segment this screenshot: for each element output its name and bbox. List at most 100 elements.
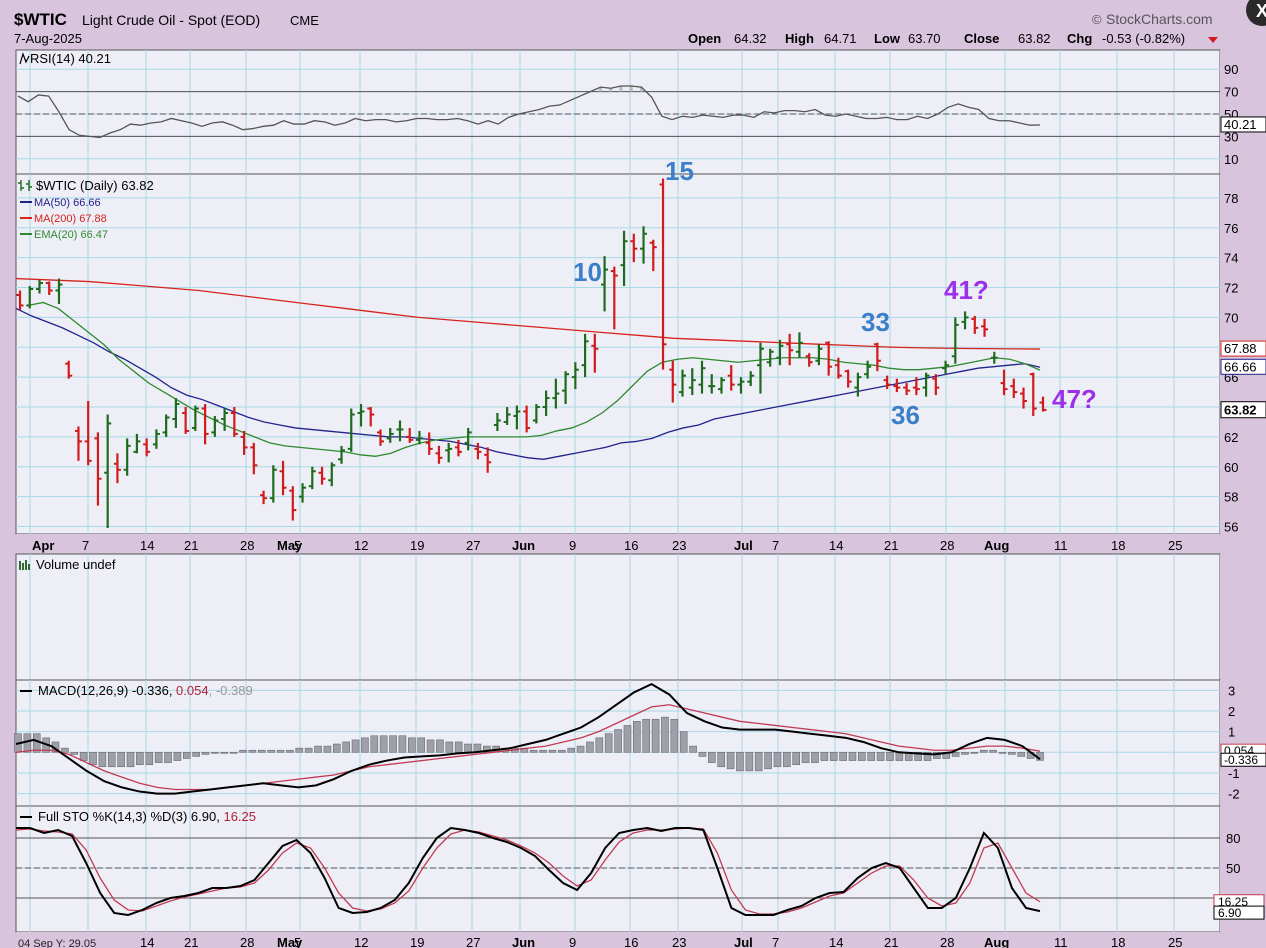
open-label: Open — [688, 31, 721, 46]
rsi-panel — [15, 49, 1221, 175]
chg-label: Chg — [1067, 31, 1092, 46]
annotation-36: 36 — [891, 400, 920, 430]
close-label: Close — [964, 31, 999, 46]
ohlc-bar — [786, 333, 794, 366]
macd-hist-bar — [558, 749, 566, 753]
ohlc-bar — [951, 317, 959, 364]
x-tick-label-bottom: Aug — [984, 935, 1009, 948]
macd-hist-bar — [979, 749, 988, 753]
ohlc-bar — [454, 439, 462, 457]
ohlc-bar — [26, 286, 34, 309]
macd-hist-bar — [595, 737, 604, 753]
x-tick-label: 18 — [1111, 538, 1125, 553]
macd-hist-bar — [164, 751, 172, 763]
ohlc-bar — [435, 445, 443, 464]
ohlc-bar — [308, 466, 316, 490]
sto-k-value: 6.90 — [191, 809, 216, 824]
ohlc-bar — [932, 374, 940, 396]
macd-hist-bar — [389, 735, 397, 753]
macd-hist-bar — [811, 751, 819, 763]
close-price-box — [1220, 401, 1266, 419]
ohlc-bar — [35, 280, 43, 294]
macd-signal-line — [15, 704, 1041, 791]
macd-hist-bar — [107, 751, 116, 768]
annotation-41: 41? — [944, 275, 989, 305]
macd-hist-bar — [886, 751, 894, 761]
macd-hist-bar — [726, 751, 735, 770]
macd-value-label: -0.336 — [1224, 753, 1258, 767]
macd-hist-bar — [314, 745, 322, 753]
sto-k-box — [1213, 905, 1265, 920]
ohlc-bar — [844, 369, 852, 388]
macd-hist-bar — [661, 716, 669, 753]
macd-tick-label: 2 — [1228, 704, 1235, 719]
symbol-label: $WTIC — [14, 10, 67, 29]
ohlc-bar — [347, 408, 355, 452]
macd-hist-bar — [717, 751, 726, 768]
ohlc-bar — [445, 442, 453, 463]
macd-hist-bar — [398, 735, 407, 753]
brand-label: StockCharts.com — [1106, 11, 1213, 27]
ohlc-icon — [18, 180, 32, 191]
ohlc-bar — [250, 442, 258, 475]
right-axis — [1220, 554, 1266, 680]
ohlc-bar — [367, 407, 375, 427]
close-icon[interactable]: X — [1246, 0, 1266, 26]
ohlc-bar — [990, 351, 998, 364]
macd-line — [15, 683, 1041, 795]
macd-signal-value: 0.054 — [176, 683, 209, 698]
macd-hist-bar — [445, 741, 454, 753]
macd-hist-bar — [276, 749, 285, 753]
macd-hist-bar — [304, 747, 313, 753]
x-tick-label-bottom: 23 — [672, 935, 686, 948]
ma200-line — [15, 277, 1041, 350]
ohlc-bar — [211, 415, 219, 437]
macd-hist-bar — [548, 749, 557, 753]
x-tick-label-bottom: 25 — [1168, 935, 1182, 948]
macd-hist-bar — [998, 751, 1007, 754]
macd-hist-bar — [436, 739, 444, 753]
macd-hist-bar — [267, 749, 275, 753]
price-tick-label: 70 — [1224, 310, 1238, 325]
ohlc-bar — [162, 414, 170, 437]
ohlc-bar — [620, 230, 628, 287]
macd-hist-bar — [895, 751, 904, 761]
ohlc-bar — [727, 365, 735, 391]
sto-x-axis — [16, 932, 1220, 948]
annotation-15: 15 — [665, 156, 694, 186]
ohlc-bar — [610, 266, 618, 330]
macd-hist-bar — [136, 751, 144, 765]
macd-hist-bar — [201, 751, 210, 755]
macd-hist-bar — [867, 751, 876, 761]
ohlc-bar — [523, 405, 531, 433]
macd-hist-bar — [89, 751, 97, 765]
ohlc-bar — [747, 371, 755, 387]
macd-name: MACD(12,26,9) — [38, 683, 128, 698]
ema20-line — [27, 301, 1041, 457]
ohlc-bar — [415, 430, 423, 445]
sto-tick-label: 50 — [1226, 861, 1240, 876]
ohlc-bar — [562, 371, 570, 405]
sto-k-line — [16, 826, 1041, 917]
x-tick-label-bottom: 21 — [884, 935, 898, 948]
macd-hist-bar — [239, 749, 247, 753]
high-label: High — [785, 31, 814, 46]
macd-hist-bar — [23, 733, 32, 753]
ohlc-bar — [240, 430, 248, 455]
macd-hist-bar — [192, 751, 200, 757]
x-tick-label-bottom: 11 — [1054, 935, 1068, 948]
x-tick-label: 19 — [410, 538, 424, 553]
ohlc-bar — [493, 413, 501, 431]
ohlc-bar — [717, 377, 725, 394]
ohlc-bar — [756, 342, 764, 394]
sto-title: Full STO %K(14,3) %D(3) 6.90, 16.25 — [20, 809, 256, 824]
ohlc-bar — [172, 398, 180, 428]
ohlc-bar — [55, 278, 63, 304]
macd-hist-bar — [98, 751, 107, 768]
x-tick-label-bottom: Jul — [734, 935, 753, 948]
macd-hist-bar — [933, 751, 941, 759]
price-tick-label: 74 — [1224, 251, 1238, 266]
x-tick-label: May — [277, 538, 303, 553]
macd-hist-bar — [689, 745, 697, 753]
macd-hist-bar — [454, 741, 463, 753]
